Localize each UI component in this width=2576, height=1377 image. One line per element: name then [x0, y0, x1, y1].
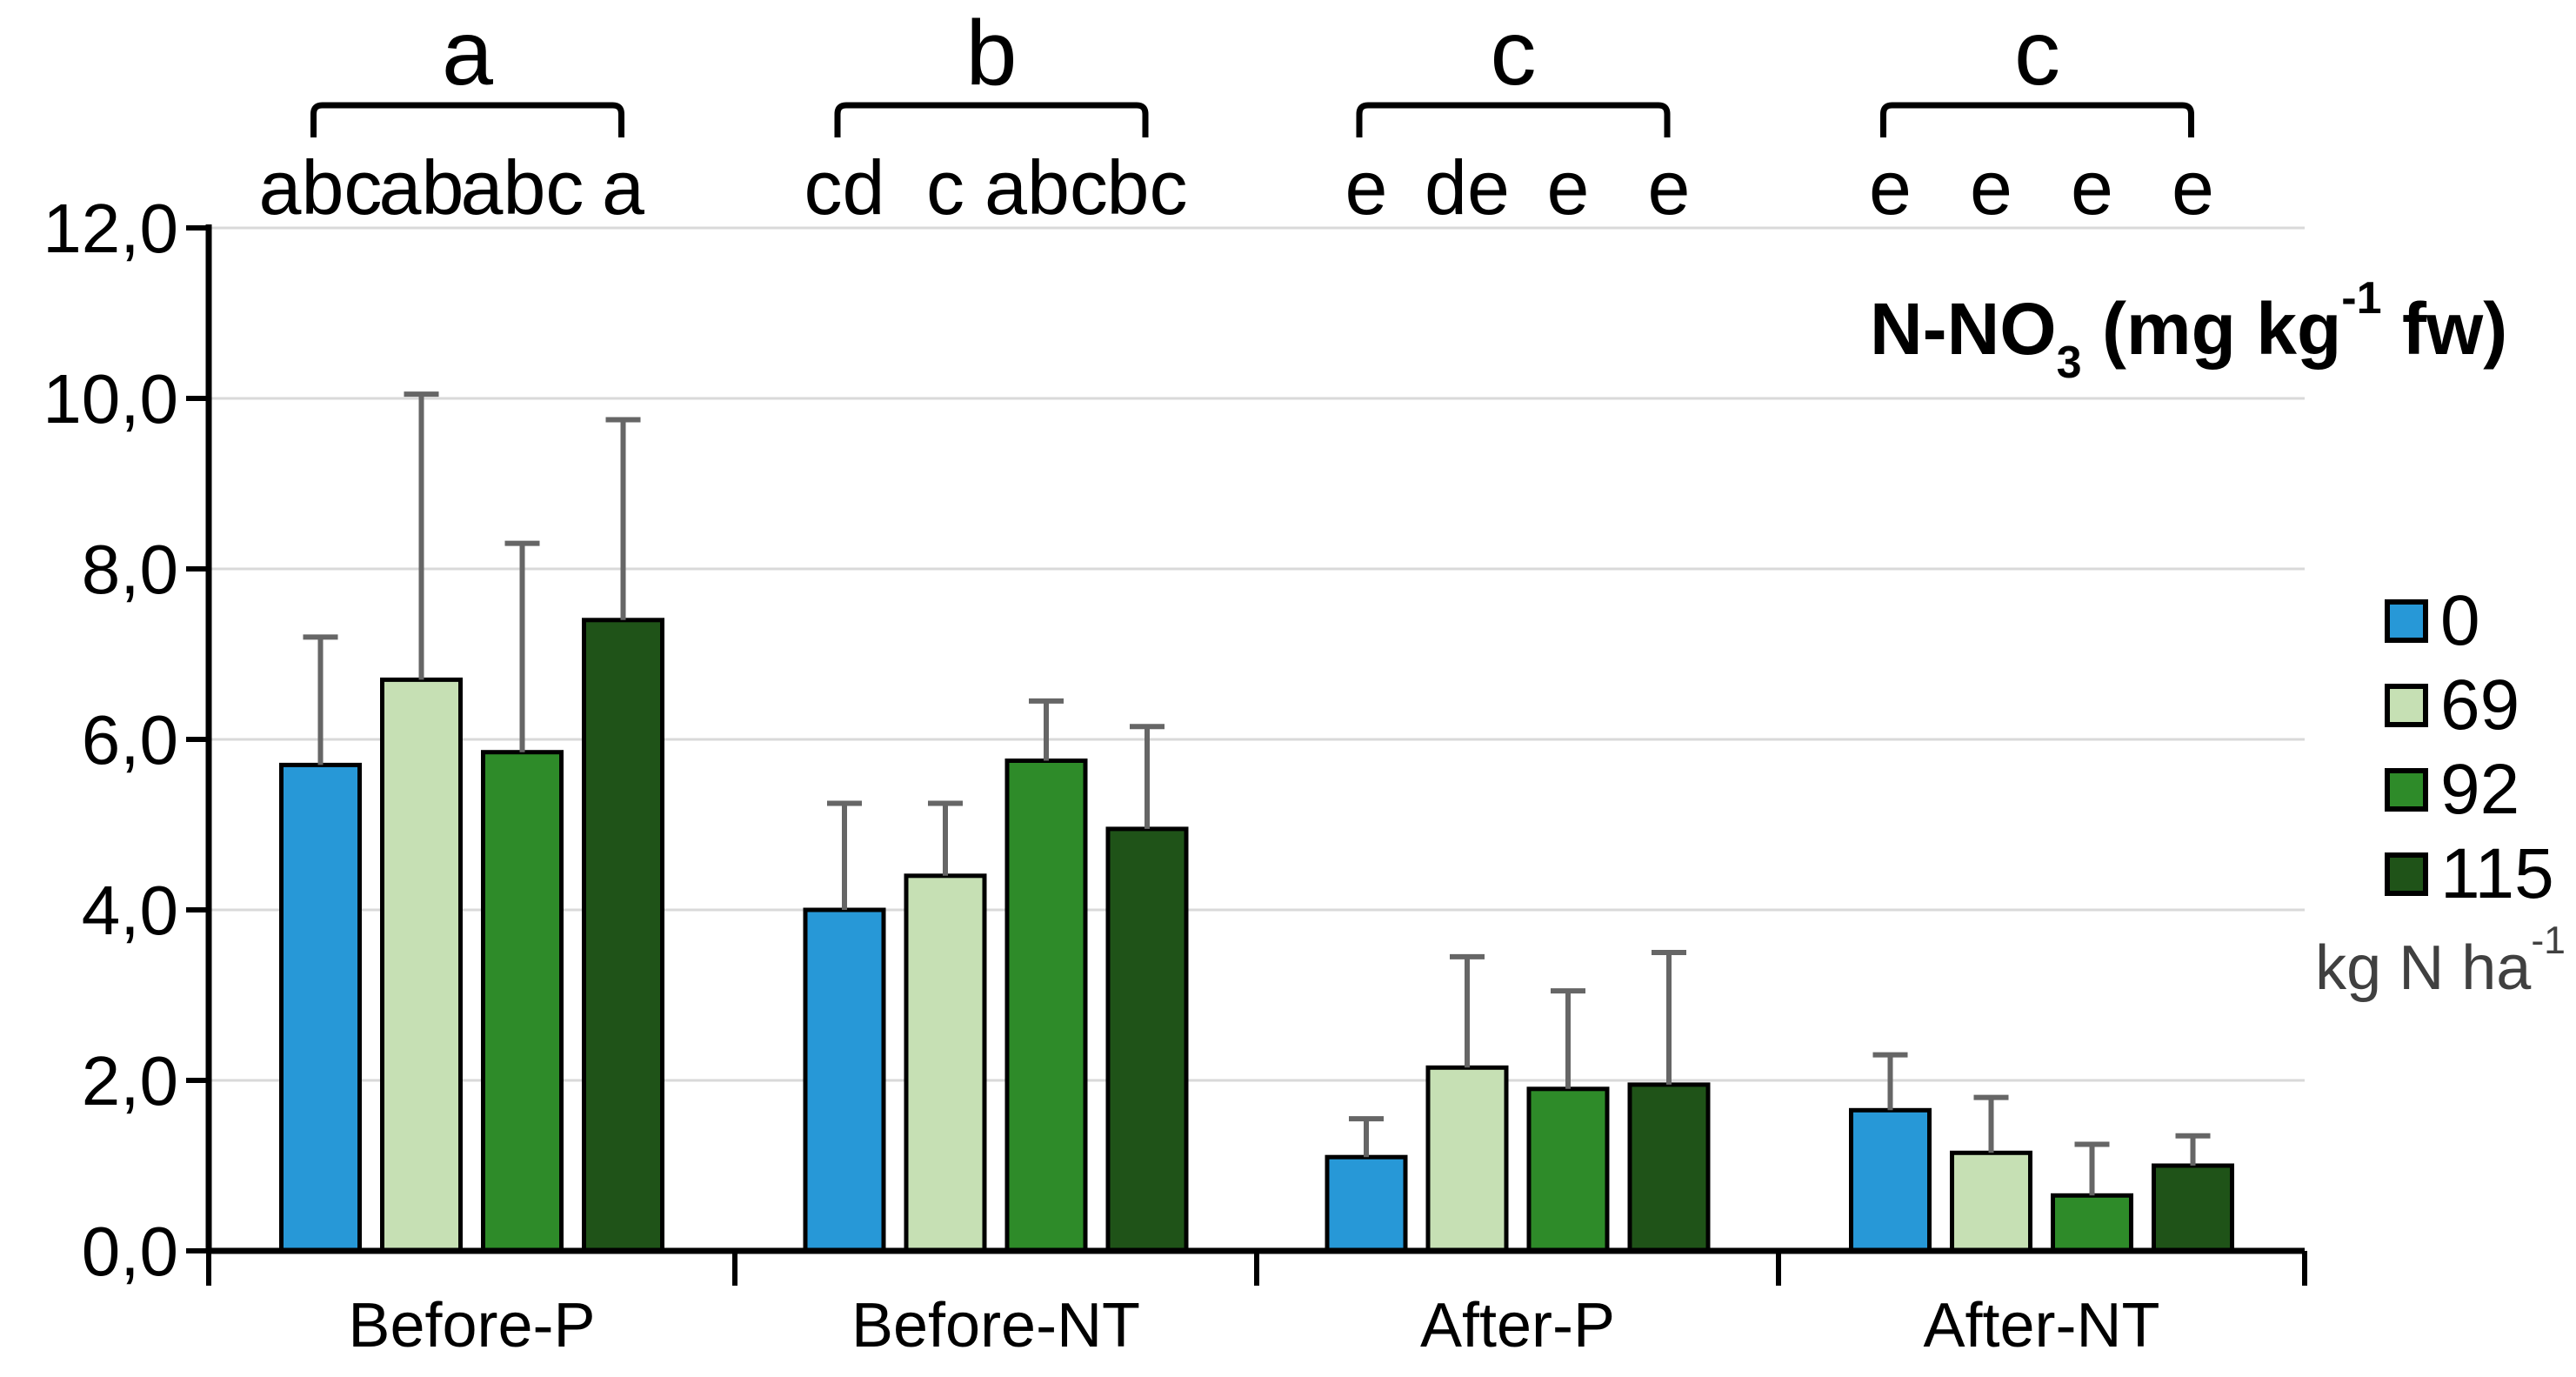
sig-letter: e [2172, 144, 2214, 231]
x-axis-label: After-NT [1923, 1291, 2159, 1360]
bar-Before-P-69 [380, 677, 463, 1253]
chart-title-text: fw) [2381, 288, 2508, 370]
x-axis-label: After-P [1420, 1291, 1615, 1360]
bar-Before-NT-0 [803, 907, 886, 1253]
chart-title-text: N-NO [1870, 288, 2057, 370]
bar-After-P-92 [1526, 1086, 1610, 1253]
bar-After-P-69 [1425, 1065, 1509, 1253]
legend-unit-superscript: -1 [2531, 919, 2566, 963]
sig-letter: a [602, 144, 644, 231]
x-axis-label: Before-P [348, 1291, 595, 1360]
sig-letter: e [1648, 144, 1691, 231]
chart-title-text: (mg kg [2081, 288, 2342, 370]
sig-letter: abc [461, 144, 584, 231]
bar-Before-NT-92 [1004, 759, 1088, 1253]
legend-label: 115 [2440, 834, 2554, 913]
legend-swatch-dark-green [2385, 852, 2428, 896]
group-letter: a [442, 2, 493, 104]
y-tick-label: 2,0 [82, 1042, 178, 1120]
sig-letter: e [1345, 144, 1388, 231]
y-tick-label: 4,0 [82, 872, 178, 949]
bar-Before-NT-69 [904, 873, 987, 1253]
sig-letter: c [926, 144, 964, 231]
legend-unit-text: kg N ha [2315, 933, 2532, 1003]
bar-After-NT-115 [2152, 1163, 2234, 1253]
legend-swatch-light-green [2385, 684, 2428, 727]
legend-label: 92 [2440, 750, 2520, 829]
legend-swatch-blue [2385, 599, 2428, 643]
bar-After-P-0 [1325, 1154, 1408, 1253]
sig-letter: e [1547, 144, 1590, 231]
chart-title-subscript: 3 [2056, 338, 2082, 389]
chart-legend: 0 69 92 115 [2385, 585, 2554, 938]
y-tick-label: 8,0 [82, 531, 178, 608]
legend-swatch-green [2385, 768, 2428, 812]
sig-letter: cd [804, 144, 885, 231]
sig-letter: abc [984, 144, 1108, 231]
bar-Before-P-0 [279, 762, 362, 1253]
y-tick-label: 10,0 [43, 360, 178, 438]
group-letter: b [966, 2, 1018, 104]
bar-After-NT-69 [1950, 1150, 2032, 1253]
group-bracket [310, 102, 624, 137]
bar-Before-P-92 [481, 750, 564, 1253]
sig-letter: de [1425, 144, 1510, 231]
group-bracket [1356, 102, 1671, 137]
group-letter: c [1491, 2, 1537, 104]
legend-label: 69 [2440, 665, 2520, 745]
sig-letter: e [1869, 144, 1912, 231]
bar-After-P-115 [1627, 1082, 1711, 1253]
sig-letter: e [2071, 144, 2113, 231]
chart-title-superscript: -1 [2341, 272, 2382, 324]
legend-item-92: 92 [2385, 754, 2554, 826]
sig-letter: abc [259, 144, 383, 231]
bar-After-NT-0 [1849, 1107, 1932, 1253]
y-tick-label: 12,0 [43, 190, 178, 267]
legend-item-69: 69 [2385, 670, 2554, 741]
bar-Before-P-115 [582, 618, 664, 1253]
sig-letter: bc [1107, 144, 1188, 231]
group-bracket [834, 102, 1149, 137]
chart-title: N-NO3 (mg kg-1 fw) [1870, 273, 2507, 388]
legend-label: 0 [2440, 581, 2480, 660]
group-bracket [1880, 102, 2194, 137]
legend-unit-label: kg N ha-1 [2315, 919, 2566, 1004]
y-tick-label: 0,0 [82, 1213, 178, 1290]
y-tick-label: 6,0 [82, 701, 178, 779]
x-axis-label: Before-NT [851, 1291, 1140, 1360]
sig-letter: e [1970, 144, 2012, 231]
sig-letter: ab [379, 144, 464, 231]
bar-Before-NT-115 [1105, 826, 1189, 1253]
group-letter: c [2014, 2, 2060, 104]
bar-After-NT-92 [2051, 1193, 2133, 1253]
legend-item-115: 115 [2385, 839, 2554, 910]
legend-item-0: 0 [2385, 585, 2554, 657]
